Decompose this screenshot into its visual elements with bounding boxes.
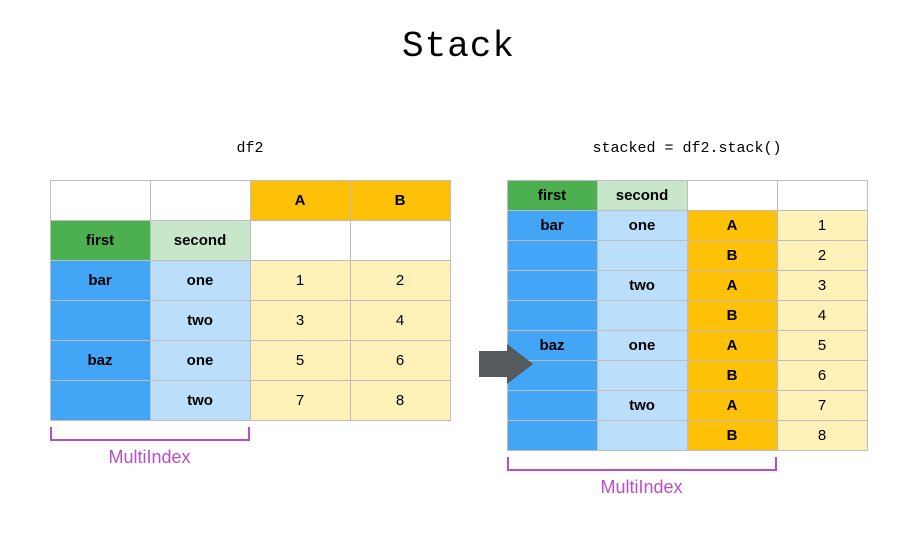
right-cell-r4-c0 [507,301,597,331]
right-bracket [507,457,777,471]
right-cell-r7-c2: A [687,391,777,421]
left-cell-r0-c3: B [350,181,450,221]
left-cell-r4-c1: one [150,341,250,381]
right-cell-r7-c3: 7 [777,391,867,421]
right-cell-r2-c2: B [687,241,777,271]
right-cell-r7-c0 [507,391,597,421]
left-cell-r5-c0 [50,381,150,421]
right-cell-r7-c1: two [597,391,687,421]
right-cell-r5-c1: one [597,331,687,361]
right-bracket-label: MultiIndex [507,477,777,498]
right-block: stacked = df2.stack() firstsecondbaroneA… [507,140,868,498]
left-cell-r3-c0 [50,301,150,341]
right-cell-r0-c1: second [597,181,687,211]
right-cell-r3-c0 [507,271,597,301]
left-bracket [50,427,250,441]
left-cell-r4-c3: 6 [350,341,450,381]
left-cell-r2-c3: 2 [350,261,450,301]
right-cell-r3-c3: 3 [777,271,867,301]
left-cell-r5-c2: 7 [250,381,350,421]
left-cell-r4-c0: baz [50,341,150,381]
right-cell-r1-c0: bar [507,211,597,241]
right-cell-r5-c3: 5 [777,331,867,361]
right-cell-r1-c1: one [597,211,687,241]
left-bracket-wrap: MultiIndex [50,427,250,468]
right-cell-r3-c1: two [597,271,687,301]
left-cell-r5-c3: 8 [350,381,450,421]
left-cell-r0-c1 [150,181,250,221]
right-bracket-wrap: MultiIndex [507,457,777,498]
diagram-stage: df2 ABfirstsecondbarone12two34bazone56tw… [0,140,917,498]
right-cell-r2-c0 [507,241,597,271]
right-cell-r8-c3: 8 [777,421,867,451]
right-cell-r6-c3: 6 [777,361,867,391]
left-cell-r2-c2: 1 [250,261,350,301]
right-cell-r8-c2: B [687,421,777,451]
right-cell-r1-c3: 1 [777,211,867,241]
right-cell-r4-c1 [597,301,687,331]
left-cell-r2-c1: one [150,261,250,301]
left-table: ABfirstsecondbarone12 two34 bazone56 two78 [50,180,451,421]
right-cell-r6-c2: B [687,361,777,391]
left-cell-r5-c1: two [150,381,250,421]
right-cell-r0-c3 [777,181,867,211]
right-cell-r2-c1 [597,241,687,271]
right-cell-r2-c3: 2 [777,241,867,271]
page-title: Stack [0,0,917,67]
left-cell-r3-c2: 3 [250,301,350,341]
left-cell-r0-c2: A [250,181,350,221]
left-block: df2 ABfirstsecondbarone12 two34 bazone56 tw… [50,140,451,468]
left-cell-r3-c3: 4 [350,301,450,341]
left-cell-r1-c2 [250,221,350,261]
left-cell-r2-c0: bar [50,261,150,301]
left-bracket-label: MultiIndex [50,447,250,468]
right-table: firstsecondbaroneA1B2twoA3B4bazoneA5B6tw… [507,180,868,451]
left-cell-r1-c3 [350,221,450,261]
right-cell-r4-c3: 4 [777,301,867,331]
right-cell-r8-c0 [507,421,597,451]
right-cell-r8-c1 [597,421,687,451]
right-cell-r0-c2 [687,181,777,211]
right-cell-r5-c2: A [687,331,777,361]
right-cell-r1-c2: A [687,211,777,241]
left-cell-r4-c2: 5 [250,341,350,381]
left-cell-r1-c1: second [150,221,250,261]
right-caption: stacked = df2.stack() [592,140,781,158]
right-cell-r6-c1 [597,361,687,391]
left-caption: df2 [236,140,263,158]
right-cell-r0-c0: first [507,181,597,211]
left-cell-r1-c0: first [50,221,150,261]
left-cell-r0-c0 [50,181,150,221]
right-cell-r3-c2: A [687,271,777,301]
right-cell-r4-c2: B [687,301,777,331]
left-cell-r3-c1: two [150,301,250,341]
